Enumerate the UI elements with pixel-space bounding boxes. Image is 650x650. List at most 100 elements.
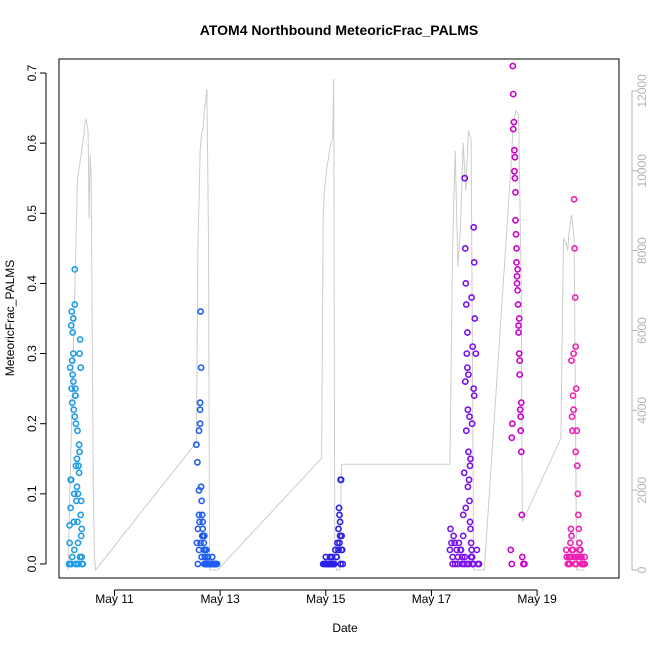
- data-point-series-1: [67, 322, 75, 329]
- data-point-series-1: [75, 469, 83, 477]
- data-point-series-6: [578, 553, 585, 561]
- data-point-series-1: [75, 441, 83, 449]
- data-point-series-1: [71, 301, 79, 308]
- data-point-series-5: [517, 448, 525, 456]
- data-point-series-4: [447, 525, 454, 533]
- data-point-series-4: [458, 553, 466, 561]
- x-axis-label: Date: [332, 621, 358, 635]
- data-point-series-2: [200, 539, 208, 547]
- data-point-series-4: [467, 553, 475, 561]
- data-point-series-3: [322, 553, 330, 561]
- y2-tick-label: 10000: [635, 154, 649, 188]
- data-point-series-4: [462, 279, 470, 287]
- data-point-series-4: [462, 427, 470, 435]
- data-point-series-1: [69, 329, 77, 336]
- data-point-series-6: [568, 413, 576, 421]
- altitude-layer: [67, 78, 585, 572]
- data-point-series-6: [581, 553, 589, 561]
- data-point-series-6: [568, 546, 576, 554]
- data-point-series-5: [514, 286, 521, 294]
- data-point-series-1: [67, 476, 75, 484]
- data-point-series-1: [78, 525, 86, 533]
- y-tick-label: 0.1: [25, 485, 39, 502]
- data-point-series-1: [76, 336, 84, 343]
- data-point-series-6: [570, 195, 578, 203]
- plot-frame: [58, 58, 620, 579]
- data-point-series-5: [517, 399, 525, 407]
- data-point-series-1: [76, 448, 83, 456]
- axes-layer: 0.0 0.1 0.2 0.3 0.4 0.5 0.6 0.7 0 2000 4000 6000 800…: [25, 64, 649, 606]
- x-tick-label: May 15: [306, 592, 346, 606]
- data-point-series-5: [511, 153, 519, 161]
- data-point-series-3: [336, 532, 344, 540]
- data-point-series-2: [193, 539, 201, 547]
- data-point-series-2: [194, 560, 202, 568]
- data-point-series-4: [451, 539, 459, 547]
- data-point-series-6: [568, 532, 575, 540]
- y-tick-label: 0.7: [25, 64, 39, 81]
- data-point-series-3: [332, 553, 340, 561]
- data-point-series-5: [516, 371, 524, 378]
- data-point-series-1: [74, 539, 82, 547]
- data-point-series-4: [454, 553, 462, 561]
- y2-tick-label: 4000: [635, 397, 649, 424]
- data-point-series-1: [68, 357, 76, 364]
- x-tick-label: May 17: [412, 592, 452, 606]
- data-point-series-1: [74, 518, 81, 526]
- data-point-series-6: [574, 490, 582, 498]
- data-point-series-3: [336, 511, 343, 519]
- y-tick-label: 0.4: [25, 275, 39, 292]
- data-point-series-4: [470, 385, 478, 392]
- y-tick-label: 0.0: [25, 555, 39, 572]
- data-point-series-4: [463, 364, 471, 371]
- data-point-series-6: [569, 427, 576, 435]
- data-point-series-1: [69, 315, 77, 322]
- data-point-series-4: [471, 315, 479, 322]
- x-tick-label: May 11: [95, 592, 134, 606]
- data-point-series-5: [521, 560, 528, 568]
- data-point-series-3: [336, 539, 343, 547]
- data-point-series-5: [509, 125, 517, 133]
- data-point-series-6: [571, 294, 579, 301]
- data-point-series-6: [566, 560, 574, 568]
- data-point-series-5: [517, 413, 525, 421]
- data-point-series-1: [68, 385, 76, 392]
- data-point-series-6: [571, 244, 578, 252]
- data-point-series-1: [70, 518, 78, 526]
- data-point-series-6: [568, 357, 575, 364]
- data-point-series-4: [464, 448, 472, 456]
- data-point-series-5: [507, 546, 515, 554]
- data-point-series-4: [461, 174, 469, 182]
- data-point-series-4: [466, 462, 474, 470]
- data-point-series-6: [572, 448, 580, 456]
- data-point-series-6: [573, 462, 581, 470]
- data-point-series-1: [76, 553, 84, 561]
- data-point-series-1: [77, 532, 85, 540]
- data-point-series-4: [461, 553, 469, 561]
- data-point-series-6: [572, 560, 580, 568]
- data-point-series-1: [77, 364, 85, 371]
- data-point-series-2: [208, 553, 216, 561]
- data-point-series-5: [516, 406, 524, 414]
- data-point-series-5: [511, 174, 519, 182]
- data-point-series-3: [331, 546, 339, 554]
- data-point-series-4: [454, 560, 462, 568]
- data-point-series-4: [464, 371, 472, 378]
- y-axis-label: MeteoricFrac_PALMS: [3, 260, 17, 376]
- data-point-series-1: [76, 350, 83, 357]
- x-tick-label: May 19: [517, 592, 557, 606]
- data-point-series-4: [465, 476, 473, 484]
- data-point-series-4: [463, 350, 471, 357]
- data-point-series-3: [324, 560, 332, 568]
- data-point-series-2: [195, 511, 203, 519]
- data-point-series-1: [70, 406, 78, 414]
- data-point-series-5: [518, 553, 526, 561]
- altitude-line: [67, 78, 585, 572]
- data-point-series-4: [461, 244, 469, 252]
- data-point-series-4: [470, 258, 478, 266]
- data-point-series-1: [73, 455, 81, 463]
- data-point-series-6: [563, 553, 571, 561]
- data-point-series-3: [338, 546, 345, 554]
- data-point-series-6: [573, 427, 581, 435]
